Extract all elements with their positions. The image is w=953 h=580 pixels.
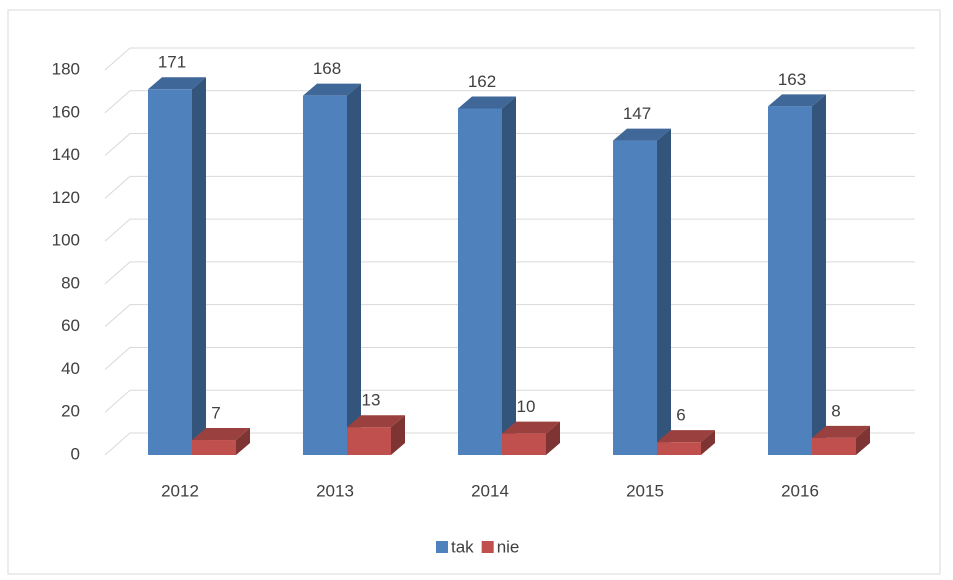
bar-top: [148, 77, 206, 90]
grid-line: [104, 90, 915, 114]
y-tick-label: 180: [52, 59, 80, 78]
bar-side: [657, 128, 671, 456]
value-label: 162: [468, 72, 496, 91]
y-tick-label: 160: [52, 102, 80, 121]
grid-line: [104, 47, 915, 71]
x-tick-label: 2016: [781, 481, 819, 500]
bar: [502, 433, 546, 455]
bar-side: [347, 83, 361, 456]
legend-swatch: [436, 541, 448, 553]
bar: [458, 108, 502, 455]
value-label: 13: [362, 391, 381, 410]
value-label: 6: [676, 406, 685, 425]
value-label: 168: [313, 59, 341, 78]
bar-top: [502, 421, 560, 434]
bar-top: [657, 430, 715, 443]
bar: [613, 140, 657, 456]
x-tick-label: 2014: [471, 481, 509, 500]
legend-label: nie: [497, 537, 520, 556]
bar: [768, 106, 812, 455]
bar: [303, 95, 347, 456]
bar: [347, 427, 391, 455]
x-tick-label: 2012: [161, 481, 199, 500]
bar-top: [303, 83, 361, 96]
bar: [812, 437, 856, 455]
bar: [657, 442, 701, 455]
y-tick-label: 40: [61, 359, 80, 378]
y-tick-label: 120: [52, 188, 80, 207]
bar-side: [391, 415, 405, 455]
bar-side: [701, 430, 715, 455]
y-tick-label: 100: [52, 231, 80, 250]
bar-side: [812, 94, 826, 455]
y-tick-label: 20: [61, 402, 80, 421]
bar-side: [856, 425, 870, 455]
bar-top: [458, 96, 516, 109]
bar-top: [768, 94, 826, 107]
bar-top: [812, 425, 870, 438]
bar-side: [192, 77, 206, 455]
x-tick-label: 2015: [626, 481, 664, 500]
value-label: 10: [517, 397, 536, 416]
value-label: 7: [211, 404, 220, 423]
bar-side: [546, 421, 560, 455]
bar-side: [236, 428, 250, 455]
value-label: 8: [831, 401, 840, 420]
value-label: 171: [158, 53, 186, 72]
bar-top: [613, 128, 671, 141]
value-label: 147: [623, 104, 651, 123]
x-tick-label: 2013: [316, 481, 354, 500]
y-tick-label: 140: [52, 145, 80, 164]
y-tick-label: 60: [61, 316, 80, 335]
value-label: 163: [778, 70, 806, 89]
bar-top: [192, 428, 250, 441]
y-tick-label: 0: [71, 444, 80, 463]
bar-top: [347, 415, 405, 428]
bar-side: [502, 96, 516, 455]
y-tick-label: 80: [61, 273, 80, 292]
legend-label: tak: [451, 537, 474, 556]
bar: [192, 440, 236, 455]
bar: [148, 89, 192, 455]
legend-swatch: [481, 541, 494, 553]
